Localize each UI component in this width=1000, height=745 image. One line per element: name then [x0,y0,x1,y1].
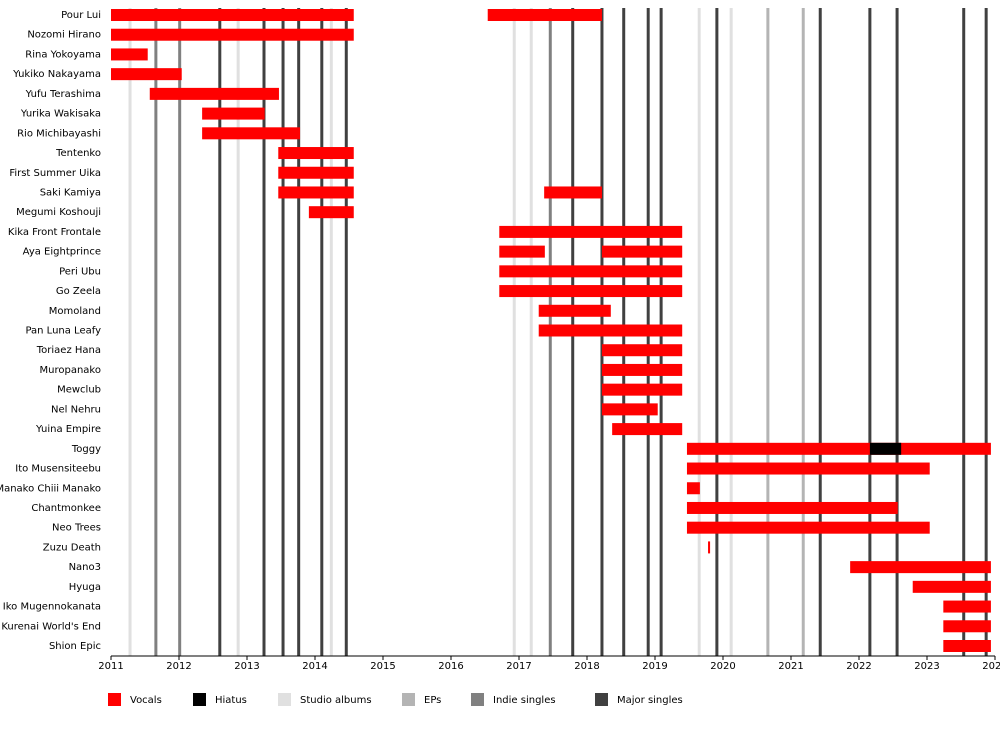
member-label: Aya Eightprince [23,247,101,258]
x-tick-label: 2012 [166,661,191,672]
legend-swatch [402,693,415,706]
vocal-bar [601,363,683,376]
vocal-bar [499,265,683,278]
legend-label: Indie singles [493,695,556,706]
vocal-bar [708,541,711,554]
legend-label: Vocals [130,695,162,706]
vocal-bar [487,9,602,21]
vocal-bar [686,482,700,495]
x-tick-label: 2022 [846,661,871,672]
legend-label: EPs [424,695,441,706]
legend-swatch [193,693,206,706]
vocal-bar [111,9,354,21]
member-label: Kurenai World's End [1,621,101,632]
vocal-bar [612,423,683,436]
vocal-bar [943,640,991,652]
vocal-bar [499,245,545,258]
member-label: Nano3 [69,562,101,573]
vocal-bar [278,166,354,179]
x-tick-label: 2019 [642,661,667,672]
member-label: Yukiko Nakayama [12,69,101,80]
member-label: Saki Kamiya [40,187,101,198]
vocal-bar [499,225,683,238]
member-label: Momoland [49,306,101,317]
member-label: Tentenko [55,148,101,159]
legend-label: Hiatus [215,695,247,706]
member-label: Manako Chiii Manako [0,483,101,494]
member-label: Kika Front Frontale [8,227,101,238]
vocal-bar [202,107,265,120]
x-tick-label: 2023 [914,661,939,672]
x-tick-label: 2020 [710,661,735,672]
member-label: Yufu Terashima [25,89,101,100]
vocal-bar [202,127,301,140]
member-label: Mewclub [57,385,101,396]
vocal-bar [943,600,991,613]
member-label: Rio Michibayashi [17,128,101,139]
x-tick-label: 2014 [302,661,327,672]
vocal-bar [111,68,182,81]
vocal-bar [686,442,991,455]
vocal-bar [544,186,602,199]
legend-label: Studio albums [300,695,372,706]
x-tick-label: 2018 [574,661,599,672]
vocal-bar [601,245,683,258]
x-tick-label: 2021 [778,661,803,672]
vocal-bar [111,48,148,61]
x-tick-label: 2024 [982,661,1000,672]
vocal-bar [278,147,354,160]
member-label: First Summer Uika [9,168,101,179]
vocal-bar [850,561,991,574]
vocal-bar [601,383,683,396]
x-tick-label: 2011 [98,661,123,672]
legend-swatch [278,693,291,706]
vocal-bar [601,344,683,357]
member-label: Shion Epic [49,641,101,652]
member-label: Rina Yokoyama [25,49,101,60]
vocal-bar [538,304,611,317]
vocal-bar [538,324,683,337]
member-label: Nel Nehru [51,404,101,415]
member-label: Chantmonkee [31,503,101,514]
vocal-bar [111,28,354,41]
member-label: Go Zeela [56,286,101,297]
legend-label: Major singles [617,695,683,706]
vocal-bar [686,462,930,475]
member-label: Toggy [71,444,101,455]
member-label: Hyuga [69,582,101,593]
member-label: Nozomi Hirano [27,30,101,41]
vocal-bar [499,285,683,298]
member-label: Pour Lui [61,10,101,21]
vocal-bar [912,580,991,593]
member-label: Toriaez Hana [36,345,101,356]
vocal-bar [601,403,658,416]
vocal-bar [308,206,354,219]
vocal-bar [149,87,279,100]
x-tick-label: 2013 [234,661,259,672]
member-label: Muropanako [40,365,101,376]
x-tick-label: 2017 [506,661,531,672]
vocal-bar [686,521,930,534]
legend-swatch [108,693,121,706]
member-label: Megumi Koshouji [16,207,101,218]
x-tick-label: 2015 [370,661,395,672]
x-tick-label: 2016 [438,661,463,672]
vocal-bar [943,620,991,633]
member-label: Yuina Empire [35,424,101,435]
member-label: Iko Mugennokanata [3,602,101,613]
vocal-bar [686,501,898,514]
member-label: Zuzu Death [43,542,101,553]
legend-swatch [595,693,608,706]
member-label: Yurika Wakisaka [20,109,101,120]
member-label: Neo Trees [52,523,101,534]
member-label: Peri Ubu [59,266,101,277]
hiatus-bar [869,442,902,455]
vocal-bar [278,186,354,199]
member-label: Pan Luna Leafy [25,326,101,337]
legend-swatch [471,693,484,706]
member-label: Ito Musensiteebu [15,464,101,475]
